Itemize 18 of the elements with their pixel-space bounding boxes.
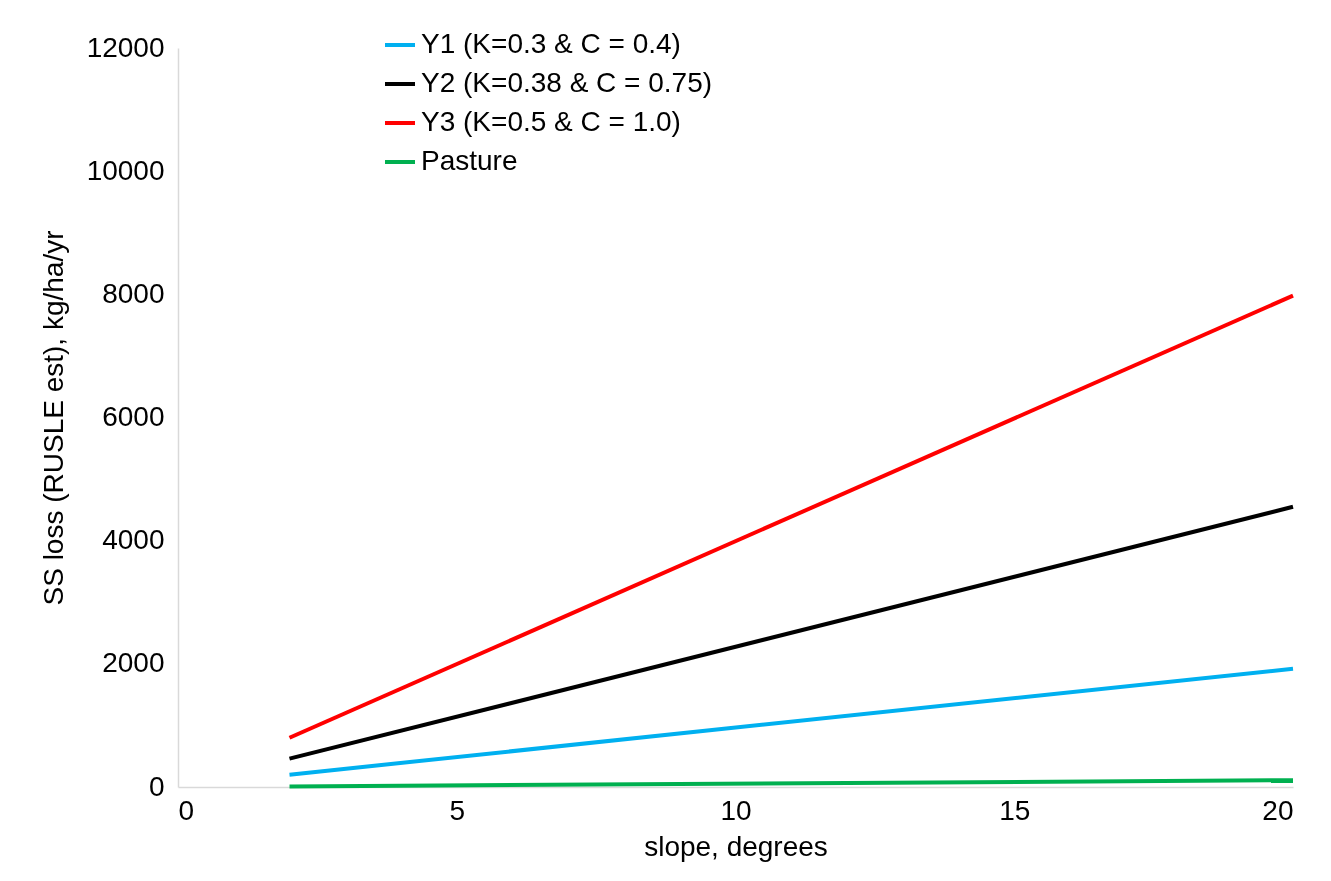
y-tick-label: 2000	[102, 647, 165, 679]
x-tick-label: 15	[999, 794, 1031, 826]
y-tick-label: 6000	[102, 401, 165, 432]
legend-label: Y3 (K=0.5 & C = 1.0)	[421, 106, 681, 137]
legend-label: Y2 (K=0.38 & C = 0.75)	[421, 67, 713, 98]
y-tick-label: 0	[148, 770, 165, 802]
y-tick-label: 12000	[86, 31, 165, 63]
legend-label: Y1 (K=0.3 & C = 0.4)	[421, 28, 681, 59]
legend-label: Pasture	[421, 145, 518, 176]
x-axis-title: slope, degrees	[644, 830, 828, 862]
x-tick-label: 5	[449, 794, 466, 826]
y-tick-label: 8000	[102, 277, 165, 309]
x-tick-label: 20	[1262, 794, 1294, 826]
y-tick-label: 10000	[86, 154, 165, 186]
x-tick-label: 10	[720, 794, 752, 826]
y-axis-title: SS loss (RUSLE est), kg/ha/yr	[37, 230, 69, 606]
x-tick-label: 0	[178, 794, 195, 826]
y-tick-label: 4000	[102, 524, 165, 556]
